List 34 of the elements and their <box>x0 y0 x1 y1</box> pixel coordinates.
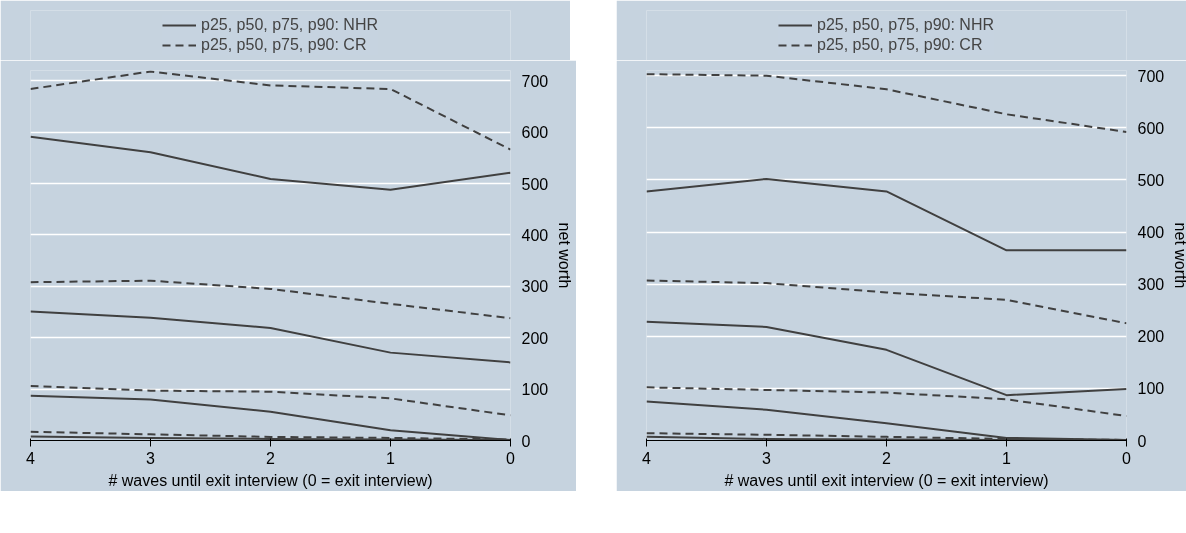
legend-label: p25, p50, p75, p90: NHR <box>200 16 379 34</box>
x-tick-label: 0 <box>506 449 516 467</box>
y-tick-label: 400 <box>1137 224 1165 242</box>
y-tick-label: 100 <box>521 381 549 399</box>
y-tick-label: 400 <box>521 226 549 244</box>
y-tick-label: 0 <box>1137 432 1147 450</box>
y-tick-label: 700 <box>521 72 549 90</box>
y-tick-label: 0 <box>521 432 531 450</box>
y-tick-label: 600 <box>521 124 549 142</box>
y-tick-label: 300 <box>521 278 549 296</box>
y-axis-title: net worth <box>556 222 574 289</box>
y-tick-label: 200 <box>521 329 549 347</box>
x-tick-label: 2 <box>882 449 892 467</box>
y-tick-label: 200 <box>1137 328 1165 346</box>
x-tick-label: 4 <box>642 449 652 467</box>
x-tick-label: 4 <box>26 449 36 467</box>
x-tick-label: 3 <box>762 449 772 467</box>
y-tick-label: 100 <box>1137 380 1165 398</box>
y-tick-label: 500 <box>1137 171 1165 189</box>
y-tick-label: 600 <box>1137 119 1165 137</box>
legend-label: p25, p50, p75, p90: CR <box>816 36 983 54</box>
x-tick-label: 1 <box>1002 449 1012 467</box>
legend-label: p25, p50, p75, p90: NHR <box>816 16 995 34</box>
x-tick-label: 3 <box>146 449 156 467</box>
x-tick-label: 1 <box>386 449 396 467</box>
y-tick-label: 300 <box>1137 276 1165 294</box>
y-axis-title: net worth <box>1172 222 1186 289</box>
x-axis-title: # waves until exit interview (0 = exit interview) <box>724 471 1049 489</box>
x-tick-label: 0 <box>1122 449 1132 467</box>
y-tick-label: 500 <box>521 175 549 193</box>
y-tick-label: 700 <box>1137 67 1165 85</box>
legend-label: p25, p50, p75, p90: CR <box>200 36 367 54</box>
x-axis-title: # waves until exit interview (0 = exit interview) <box>108 471 433 489</box>
x-tick-label: 2 <box>266 449 276 467</box>
